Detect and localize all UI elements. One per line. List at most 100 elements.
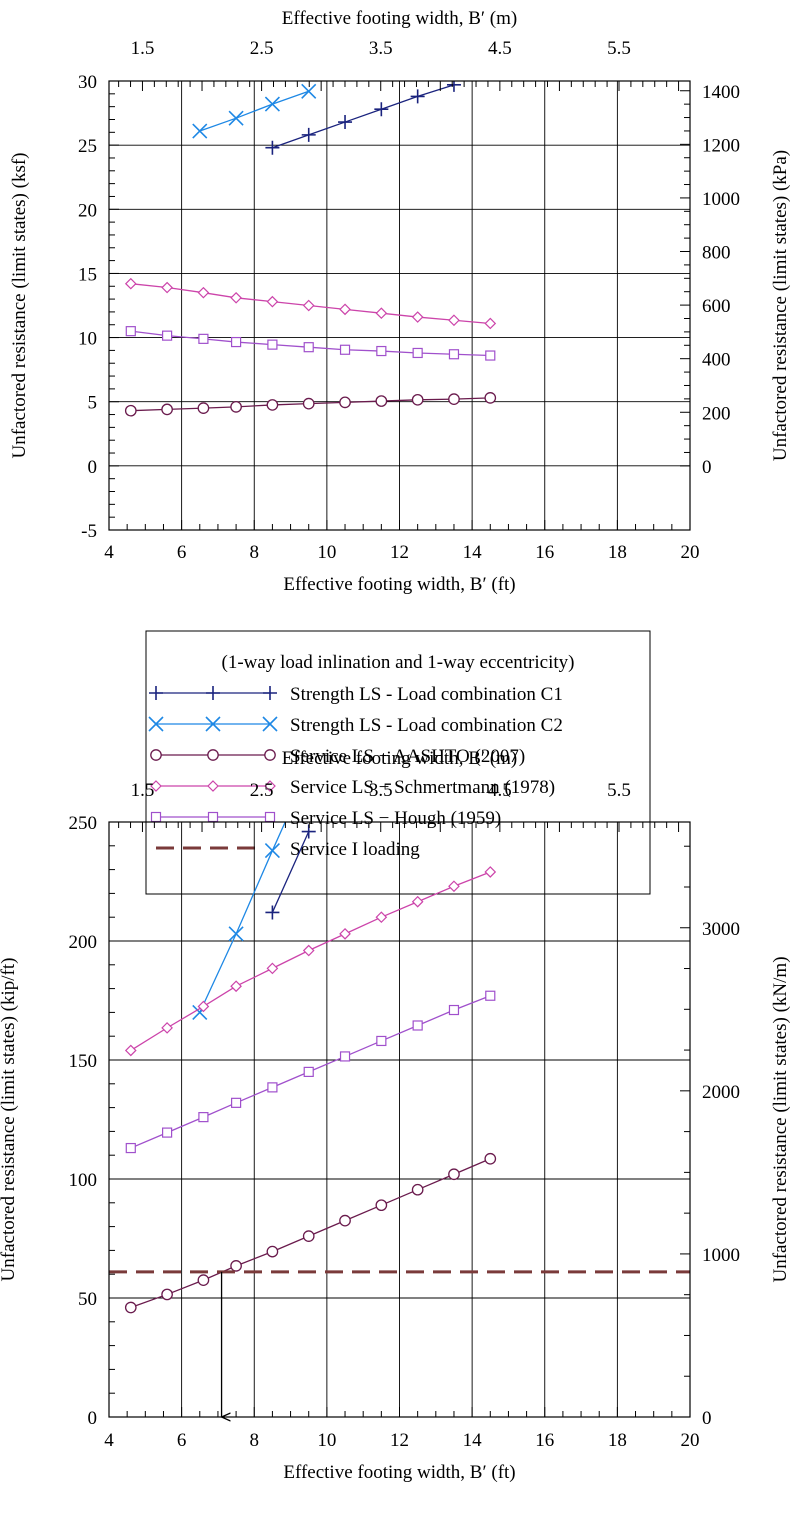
legend-label: Service I loading (290, 839, 420, 860)
data-point (124, 277, 137, 290)
data-point (198, 333, 209, 344)
legend-label: Strength LS - Load combination C1 (290, 684, 563, 705)
y2-tick-label: 0 (702, 457, 712, 478)
data-point (192, 123, 208, 139)
data-point (266, 1245, 279, 1258)
data-point (161, 403, 173, 416)
data-point (302, 299, 315, 312)
chart-top-series-3 (124, 277, 497, 330)
data-point (412, 347, 423, 359)
x-tick-label: 6 (177, 542, 187, 563)
y-tick-label: -5 (81, 521, 97, 542)
data-point (446, 81, 461, 92)
legend-entry: Service I loading (156, 839, 420, 860)
legend-title: (1-way load inlination and 1-way eccentr… (222, 652, 575, 673)
chart-top-grid (109, 81, 690, 530)
y2-tick-label: 3000 (702, 919, 740, 940)
data-point (448, 880, 460, 893)
data-point (264, 96, 280, 112)
x-tick-label: 20 (681, 1430, 700, 1451)
data-point (448, 349, 460, 360)
chart-top-tick-labels: 4 6 8 10 12 14 16 18 20 1.5 2.5 3.5 4.5 5.5 -5 0 5 10 15 20… (78, 38, 740, 563)
chart-bottom-x-label: Effective footing width, B′ (ft) (283, 1462, 515, 1483)
y-tick-label: 5 (88, 393, 98, 414)
data-point (267, 339, 278, 350)
chart-top-y-label: Unfactored resistance (limit states) (ks… (9, 153, 30, 459)
data-point (230, 291, 242, 304)
data-point (448, 1168, 460, 1181)
chart-top-series-1 (192, 83, 317, 139)
chart-bottom: 4 6 8 10 12 14 16 18 20 1.5 2.5 3.5 4.5 5.5 0 50 100 150 2… (0, 748, 791, 1483)
x2-tick-label: 5.5 (607, 38, 631, 59)
legend-entry: Strength LS - Load combination C1 (149, 684, 563, 705)
chart-top: 4 6 8 10 12 14 16 18 20 1.5 2.5 3.5 4.5 5.5 -5 0 5 10 15 20… (9, 8, 791, 595)
data-point (448, 393, 460, 405)
x-tick-label: 20 (681, 542, 700, 563)
legend-label: Service LS − AASHTO (2007) (290, 746, 525, 767)
data-point (264, 842, 280, 859)
data-point (412, 1020, 423, 1031)
data-point (375, 307, 388, 320)
data-point (162, 330, 173, 341)
y2-tick-label: 2000 (702, 1082, 740, 1103)
x-tick-label: 6 (177, 1430, 187, 1451)
legend-marker (264, 811, 276, 823)
x-tick-label: 10 (317, 542, 336, 563)
data-point (125, 1142, 136, 1154)
x2-tick-label: 5.5 (607, 780, 631, 801)
data-point (411, 311, 424, 323)
x-tick-label: 16 (535, 1430, 554, 1451)
data-point (228, 110, 244, 126)
y-tick-label: 25 (78, 136, 97, 157)
y-tick-label: 100 (69, 1170, 98, 1191)
chart-bottom-series-4 (125, 990, 496, 1154)
x2-tick-label: 4.5 (488, 780, 512, 801)
data-point (339, 928, 351, 940)
data-point (376, 345, 387, 357)
data-point (485, 350, 496, 361)
y-tick-label: 10 (78, 329, 97, 350)
x2-tick-label: 3.5 (369, 38, 393, 59)
chart-bottom-series (109, 822, 690, 1314)
x-tick-label: 14 (463, 1430, 483, 1451)
x-tick-label: 10 (317, 1430, 336, 1451)
legend-marker (149, 686, 163, 700)
data-point (484, 1152, 497, 1165)
data-point (339, 303, 351, 316)
y-tick-label: 200 (69, 932, 98, 953)
x-tick-label: 8 (250, 1430, 260, 1451)
chart-top-ticks (108, 80, 691, 531)
data-point (303, 342, 314, 353)
y-tick-label: 20 (78, 200, 97, 221)
data-point (230, 336, 242, 348)
y2-tick-label: 400 (702, 350, 731, 371)
y2-tick-label: 200 (702, 403, 731, 424)
data-point (338, 115, 353, 130)
legend-entries: Strength LS - Load combination C1 Strengt… (148, 684, 563, 860)
x-tick-label: 12 (390, 1430, 409, 1451)
legend-marker (207, 811, 219, 823)
data-point (301, 127, 316, 142)
x2-tick-label: 1.5 (131, 38, 155, 59)
chart-bottom-series-1 (192, 822, 286, 1020)
chart-top-series-2 (124, 392, 497, 417)
y-tick-label: 150 (69, 1051, 98, 1072)
y2-tick-label: 1000 (702, 1245, 740, 1266)
legend: (1-way load inlination and 1-way eccentr… (145, 630, 651, 895)
chart-bottom-ticks (108, 821, 691, 1418)
data-point (411, 895, 424, 908)
data-point (339, 344, 351, 355)
legend-label: Strength LS - Load combination C2 (290, 715, 563, 736)
y-tick-label: 15 (78, 264, 97, 285)
legend-label: Service LS − Schmertmann (1978) (290, 777, 555, 798)
x-tick-label: 14 (463, 542, 483, 563)
data-point (484, 392, 497, 404)
data-point (339, 1214, 351, 1227)
legend-box (145, 630, 651, 895)
data-point (230, 1260, 242, 1272)
series-line (199, 822, 286, 1013)
data-point (302, 944, 315, 957)
legend-marker (262, 716, 278, 732)
x-tick-label: 4 (104, 542, 114, 563)
x2-tick-label: 2.5 (250, 780, 274, 801)
